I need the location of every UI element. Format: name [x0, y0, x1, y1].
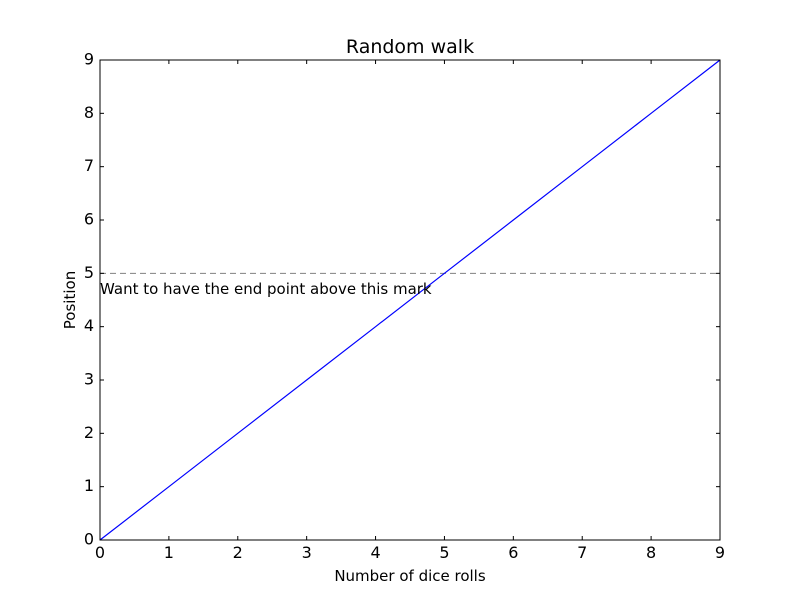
y-tick-label: 5 — [84, 263, 94, 282]
x-tick-label: 9 — [715, 543, 725, 562]
x-tick-label: 0 — [95, 543, 105, 562]
y-tick-label: 4 — [84, 316, 94, 335]
y-tick-label: 9 — [84, 50, 94, 69]
y-tick-label: 2 — [84, 423, 94, 442]
y-tick-label: 7 — [84, 156, 94, 175]
threshold-annotation: Want to have the end point above this ma… — [100, 280, 432, 298]
y-tick-label: 6 — [84, 210, 94, 229]
series-line-0 — [99, 59, 721, 541]
x-tick-label: 7 — [577, 543, 587, 562]
y-tick-label: 1 — [84, 476, 94, 495]
x-axis-label: Number of dice rolls — [334, 567, 486, 585]
x-tick-label: 3 — [302, 543, 312, 562]
x-tick-label: 4 — [370, 543, 380, 562]
y-tick-label: 3 — [84, 370, 94, 389]
x-tick-label: 5 — [439, 543, 449, 562]
x-tick-label: 2 — [233, 543, 243, 562]
y-tick-label: 8 — [84, 103, 94, 122]
x-tick-label: 8 — [646, 543, 656, 562]
x-tick-label: 1 — [164, 543, 174, 562]
tick-label-layer: 0 1 2 3 4 5 6 7 8 9 0 1 2 3 4 5 6 7 8 9 — [84, 50, 725, 563]
plot-frame — [99, 59, 721, 541]
chart-title: Random walk — [346, 36, 474, 58]
series-layer — [99, 59, 721, 541]
x-tick-label: 6 — [508, 543, 518, 562]
y-axis-label: Position — [61, 271, 79, 329]
y-tick-label: 0 — [84, 530, 94, 549]
